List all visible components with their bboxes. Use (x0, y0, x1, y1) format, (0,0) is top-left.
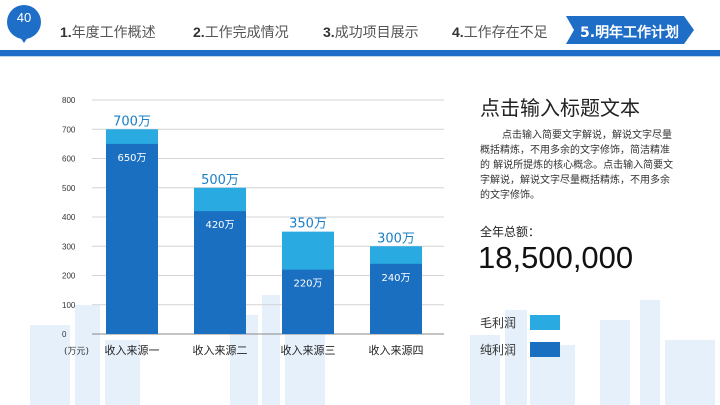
nav-active-tab[interactable] (566, 16, 694, 44)
nav-item-completion[interactable]: 2.工作完成情况 (193, 24, 289, 41)
bar-net (106, 143, 158, 334)
income-bar-chart: 0 100 200 300 400 500 600 700 800 (万元) 700万 650万收入来… (62, 96, 444, 357)
y-tick-label: 400 (62, 213, 76, 222)
bar-net (370, 263, 422, 334)
bar-net (194, 211, 246, 334)
header-rule-thin (0, 56, 720, 57)
x-tick-label: 收入来源二 (193, 343, 248, 357)
bar-net (282, 269, 334, 334)
legend-item-net: 纯利润 (480, 341, 516, 358)
legend-item-gross: 毛利润 (480, 314, 516, 331)
data-label-net: 650万 (117, 153, 146, 164)
page-number-badge (7, 5, 41, 43)
total-label: 全年总额： (480, 225, 541, 239)
header-rule (0, 50, 720, 56)
y-tick-label: 100 (62, 301, 76, 310)
y-tick-label: 300 (62, 242, 76, 251)
x-tick-label: 收入来源三 (281, 343, 336, 357)
y-tick-label: 0 (62, 330, 67, 339)
panel-title: 点击输入标题文本 (480, 96, 640, 120)
page-number: 40 (16, 10, 32, 25)
data-label-net: 240万 (381, 273, 410, 284)
nav-item-projects[interactable]: 3.成功项目展示 (323, 24, 419, 41)
data-label-gross: 500万 (201, 173, 239, 188)
total-value: 18,500,000 (478, 240, 634, 275)
panel-description: 点击输入简要文字解说，解说文字尽量概括精炼，不用多余的文字修饰，简洁精准的 解说… (480, 130, 674, 201)
x-tick-label: 收入来源四 (369, 343, 424, 357)
y-tick-label: 800 (62, 96, 76, 105)
legend-swatch-gross (530, 315, 560, 330)
data-label-net: 220万 (293, 279, 322, 290)
data-label-gross: 300万 (377, 231, 415, 246)
y-tick-label: 700 (62, 125, 76, 134)
nav-item-plan[interactable]: 5.明年工作计划 (580, 25, 680, 41)
y-tick-label: 600 (62, 155, 76, 164)
x-tick-label: 收入来源一 (105, 343, 160, 357)
data-label-net: 420万 (205, 220, 234, 231)
section-nav: 1.年度工作概述 2.工作完成情况 3.成功项目展示 4.工作存在不足 (0, 14, 720, 50)
data-label-gross: 700万 (113, 114, 151, 129)
nav-item-overview[interactable]: 1.年度工作概述 (60, 24, 156, 41)
legend-swatch-net (530, 342, 560, 357)
legend-label: 纯利润 (480, 343, 517, 357)
data-label-gross: 350万 (289, 217, 327, 232)
y-tick-label: 200 (62, 272, 76, 281)
y-unit-label: (万元) (64, 347, 89, 357)
y-tick-label: 500 (62, 184, 76, 193)
legend-label: 毛利润 (480, 316, 517, 330)
nav-item-shortcomings[interactable]: 4.工作存在不足 (452, 24, 548, 41)
